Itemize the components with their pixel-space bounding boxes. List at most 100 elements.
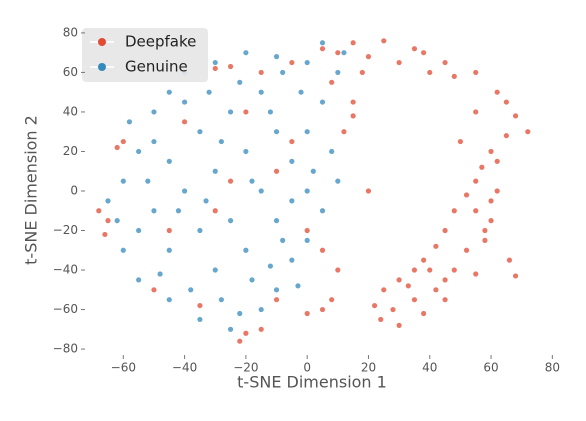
point [175,208,182,214]
point [166,247,172,253]
point [512,273,519,279]
point [181,119,188,125]
x-tick-label: 40 [422,361,437,375]
point [212,168,218,174]
point [421,310,427,317]
x-tick-label: −60 [111,361,136,375]
point [341,50,347,56]
point [304,129,310,135]
point [212,208,218,214]
point [310,168,316,174]
point [304,59,310,66]
point [473,69,479,76]
point [280,237,286,243]
point [329,79,335,85]
point [218,138,224,145]
point [151,287,157,293]
point [451,208,457,214]
point [280,69,286,76]
point [273,168,280,174]
legend-marker [98,63,106,71]
point [319,306,326,313]
x-axis-label: t-SNE Dimension 1 [237,373,387,392]
point [136,227,142,234]
point [227,178,234,184]
points [96,38,531,344]
legend-label: Genuine [125,58,188,76]
point [267,109,274,115]
point [237,79,243,85]
point [405,283,411,289]
point [96,208,102,214]
point [197,302,203,309]
y-tick-label: −40 [53,263,78,277]
point [421,257,427,263]
point [411,46,418,52]
point [227,218,234,224]
point [411,297,418,303]
point [151,208,157,214]
point [329,297,335,303]
point [371,302,378,309]
point [243,148,249,155]
point [433,243,439,249]
point [494,89,500,95]
point [473,178,479,184]
point [396,277,402,283]
point [181,188,188,194]
point [243,109,249,115]
point [218,297,224,303]
point [114,144,120,151]
point [105,198,111,204]
point [120,138,126,145]
point [197,129,203,135]
legend-marker [98,38,106,46]
y-tick-label: −20 [53,223,78,237]
point [451,73,457,79]
point [273,129,280,135]
point [227,63,234,70]
point [243,330,249,336]
point [120,247,126,253]
point [473,208,479,214]
point [197,227,203,234]
x-tick-label: 0 [303,361,311,375]
point [329,148,335,155]
point [319,208,326,214]
point [427,69,433,76]
point [188,287,194,293]
point [473,271,479,277]
point [203,198,209,204]
point [335,267,341,273]
point [289,158,295,164]
point [151,109,157,115]
point [166,227,172,234]
x-tick-label: −40 [172,361,197,375]
point [494,188,500,194]
point [304,310,310,317]
point [273,54,280,60]
x-tick-label: 80 [545,361,560,375]
x-tick-label: 20 [361,361,376,375]
legend: Deepfake Genuine [82,28,208,82]
point [258,306,264,313]
point [102,231,108,238]
point [295,283,301,289]
point [273,297,280,303]
point [136,277,142,283]
point [433,287,439,293]
point [319,247,326,253]
point [503,99,509,105]
point [157,271,163,277]
point [237,310,243,317]
point [243,247,249,253]
point [421,50,427,56]
point [365,54,372,60]
point [506,257,513,263]
point [463,192,470,198]
point [166,297,172,303]
point [396,59,402,66]
point [525,129,531,135]
point [304,237,310,243]
point [136,148,142,155]
